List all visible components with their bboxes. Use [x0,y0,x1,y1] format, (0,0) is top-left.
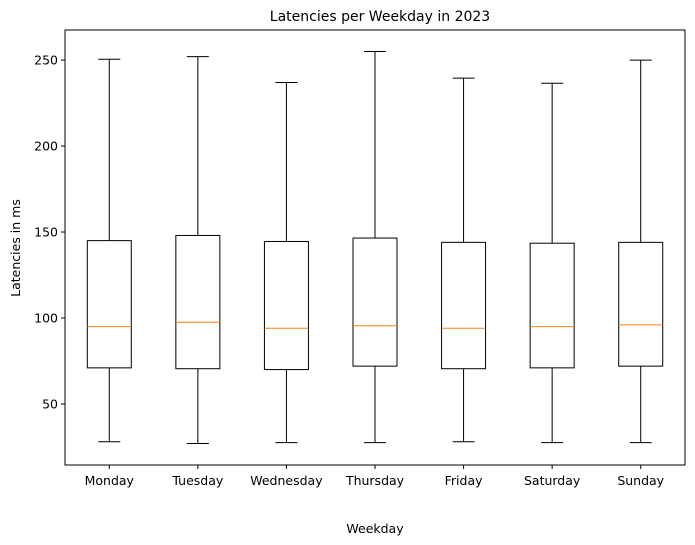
y-axis-label: Latencies in ms [8,199,23,297]
x-axis-label: Weekday [346,521,404,536]
x-tick-label-friday: Friday [445,473,483,488]
x-tick-label-saturday: Saturday [524,473,581,488]
plot-frame [64,29,686,466]
box-sunday [618,241,664,367]
box-monday [86,240,132,369]
x-tick-label-tuesday: Tuesday [171,473,223,488]
x-tick-label-monday: Monday [85,473,135,488]
plot-area: Monday Tuesday Wednesday Thursday Friday Satu… [34,29,686,488]
y-tick-label-100: 100 [34,310,58,325]
x-tick-label-thursday: Thursday [345,473,405,488]
box-friday [441,241,487,370]
box-wednesday [263,240,309,371]
x-tick-label-wednesday: Wednesday [250,473,323,488]
box-thursday [352,237,398,367]
box-tuesday [175,234,221,370]
chart-title: Latencies per Weekday in 2023 [270,9,490,25]
box-saturday [529,242,575,369]
y-tick-label-250: 250 [34,53,58,68]
y-tick-label-150: 150 [34,225,58,240]
y-tick-label-50: 50 [42,396,58,411]
y-tick-label-200: 200 [34,139,58,154]
x-tick-label-sunday: Sunday [617,473,664,488]
